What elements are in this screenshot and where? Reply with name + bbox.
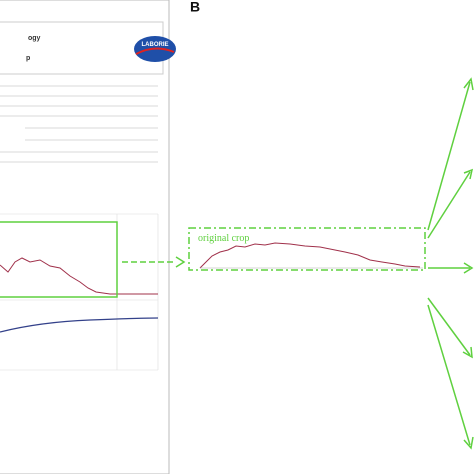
logo-text: LABORIE — [142, 42, 169, 48]
form-lines — [0, 85, 158, 163]
panel-label: B — [190, 0, 200, 15]
crop-label: original crop — [198, 233, 249, 244]
doc-title: ogy — [28, 35, 41, 42]
arrow-head — [175, 256, 186, 268]
document-page — [0, 0, 170, 474]
volume-trace — [0, 317, 159, 333]
crop-frame — [188, 227, 426, 271]
pressure-trace — [0, 257, 158, 295]
logo-swoosh — [135, 47, 175, 55]
fan-arrows — [427, 77, 474, 450]
crop-box — [0, 221, 118, 298]
crop-trace — [199, 242, 421, 269]
doc-subtitle: p — [26, 55, 30, 62]
